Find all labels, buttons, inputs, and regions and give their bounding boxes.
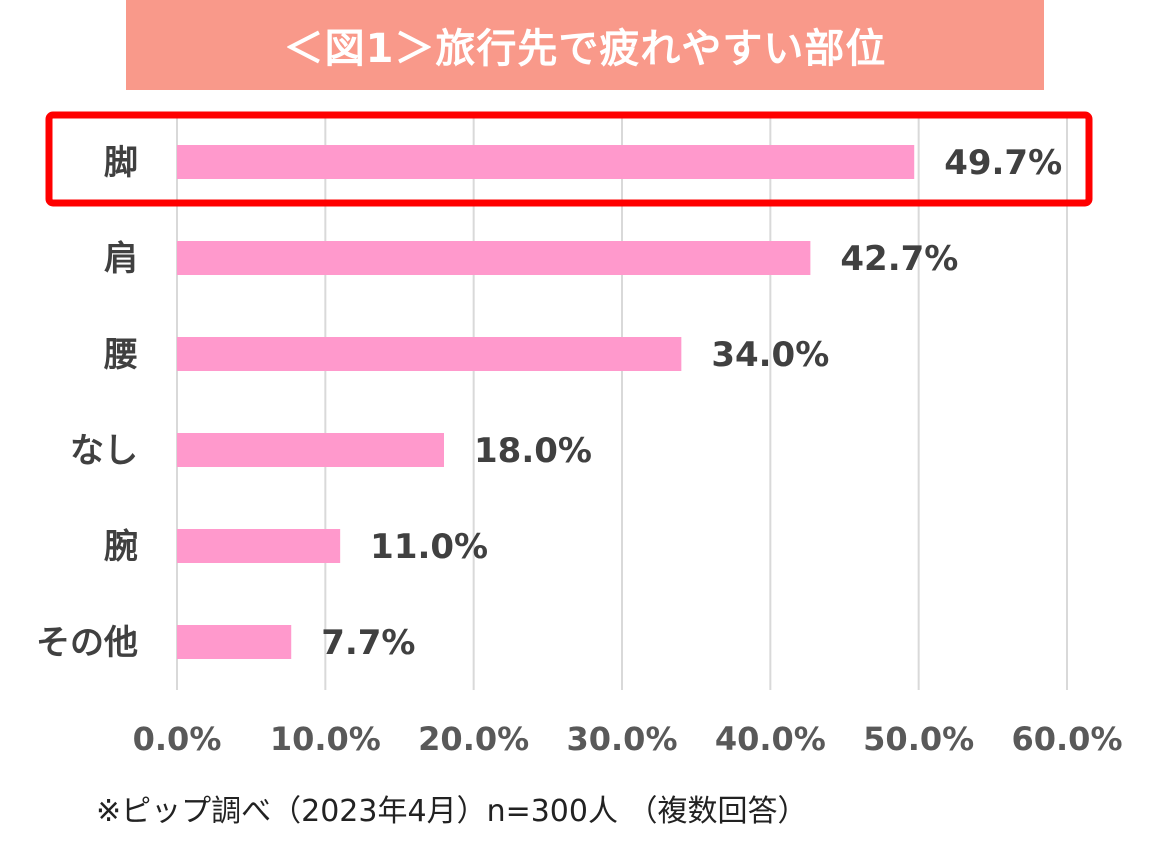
x-tick-label: 10.0% xyxy=(270,720,381,758)
category-label: 肩 xyxy=(104,239,138,279)
x-tick-label: 20.0% xyxy=(418,720,529,758)
x-tick-labels: 0.0% 10.0% 20.0% 30.0% 40.0% 50.0% 60.0% xyxy=(133,720,1123,758)
category-label: その他 xyxy=(36,623,138,663)
bar xyxy=(177,337,682,371)
bar xyxy=(177,433,444,467)
x-tick-label: 30.0% xyxy=(566,720,677,758)
value-labels: 49.7% 42.7% 34.0% 18.0% 11.0% 7.7% xyxy=(321,143,1062,663)
value-label: 34.0% xyxy=(711,335,829,375)
category-label: 脚 xyxy=(104,143,138,183)
x-tick-label: 40.0% xyxy=(715,720,826,758)
bars xyxy=(177,145,915,659)
source-note: ※ピップ調べ（2023年4月）n=300人 （複数回答） xyxy=(96,794,808,829)
value-label: 18.0% xyxy=(474,431,592,471)
chart-title-banner: ＜図1＞旅行先で疲れやすい部位 xyxy=(126,0,1044,90)
x-tick-label: 60.0% xyxy=(1011,720,1122,758)
bar xyxy=(177,625,292,659)
x-tick-label: 0.0% xyxy=(133,720,222,758)
bar xyxy=(177,529,341,563)
highlight-rectangle xyxy=(45,111,1093,207)
value-label: 42.7% xyxy=(840,239,958,279)
value-label: 11.0% xyxy=(370,527,488,567)
chart-title: ＜図1＞旅行先で疲れやすい部位 xyxy=(283,26,887,72)
highlight-box xyxy=(45,111,1093,207)
bar xyxy=(177,241,811,275)
x-tick-label: 50.0% xyxy=(863,720,974,758)
value-label: 49.7% xyxy=(944,143,1062,183)
value-label: 7.7% xyxy=(321,623,415,663)
grid-lines xyxy=(176,114,1068,690)
category-label: 腕 xyxy=(104,527,138,567)
bar xyxy=(177,145,915,179)
category-label: 腰 xyxy=(104,335,138,375)
category-label: なし xyxy=(70,431,138,471)
